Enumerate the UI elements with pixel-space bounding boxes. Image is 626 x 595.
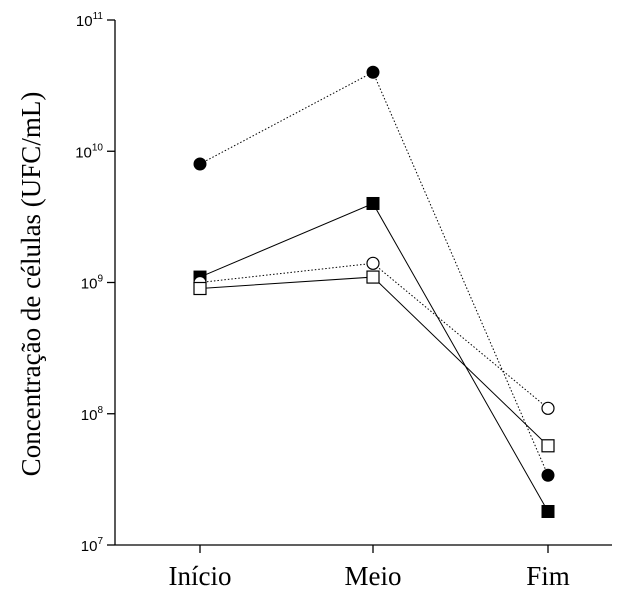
y-tick-label: 1010 [75,142,103,161]
y-tick-label: 109 [81,274,104,293]
data-point [366,270,380,284]
x-tick-label: Meio [345,561,402,591]
series-line [199,202,549,512]
series-line [199,262,549,409]
y-tick-label: 107 [81,536,104,555]
x-tick-label: Fim [526,561,570,591]
x-ticks: Início Meio Fim [169,545,570,591]
y-ticks: 107 108 109 1010 1011 [75,11,115,555]
data-point [541,468,555,482]
y-axis-label: Concentração de células (UFC/mL) [16,92,46,477]
data-point [541,401,555,415]
data-point [366,256,380,270]
data-point [366,65,380,79]
data-point [541,439,555,453]
data-point [193,157,207,171]
data-point [366,196,380,210]
x-tick-label: Início [169,561,232,591]
data-point [193,281,207,296]
series-markers [193,65,555,518]
plot-area [114,20,612,546]
series-lines [199,71,549,512]
y-tick-label: 1011 [76,11,104,30]
y-tick-label: 108 [81,405,104,424]
data-point [541,504,555,518]
